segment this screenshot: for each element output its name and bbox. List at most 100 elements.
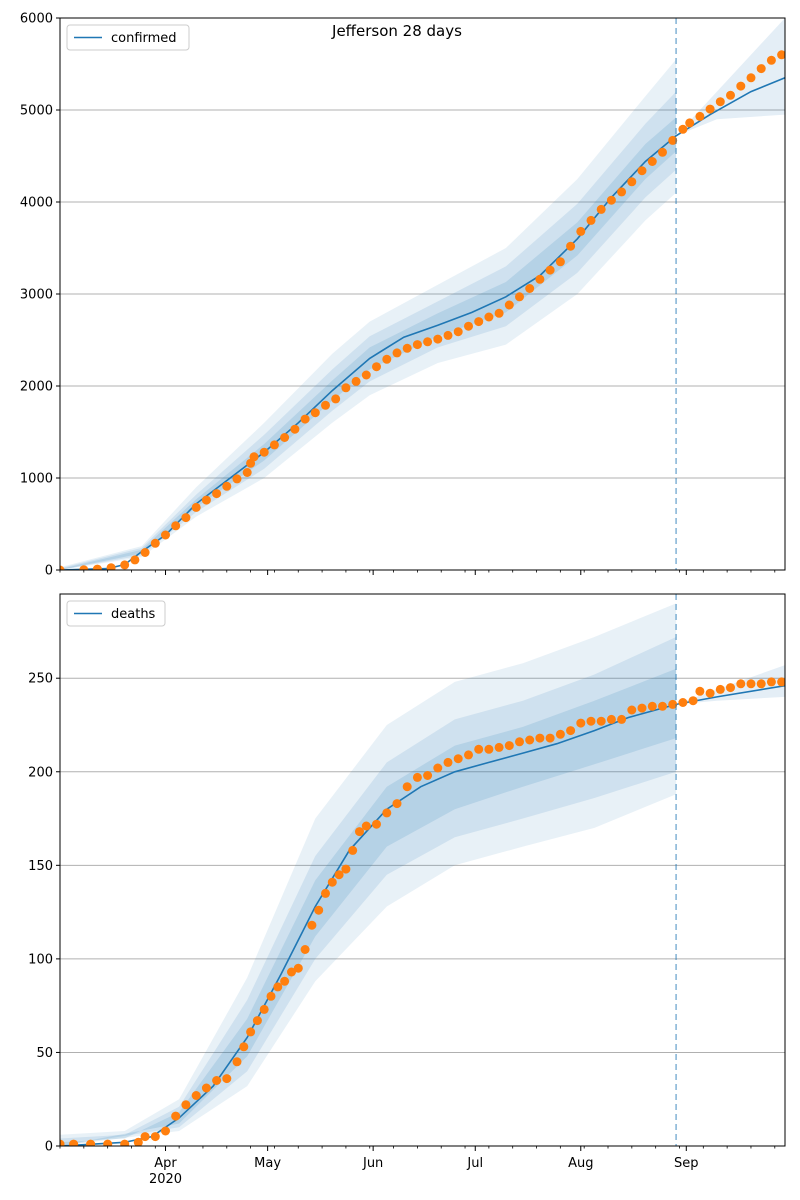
observed-point [140, 1132, 150, 1142]
uncertainty-band-middle [60, 637, 677, 1146]
observed-point [307, 920, 317, 930]
observed-point [269, 440, 279, 450]
observed-point [627, 177, 637, 187]
observed-point [106, 563, 116, 570]
plot-frame [59, 593, 786, 1147]
observed-point [433, 763, 443, 773]
observed-point [606, 195, 616, 205]
legend-box [66, 600, 166, 627]
observed-point [171, 521, 181, 531]
observed-point [259, 1004, 269, 1014]
observed-point [766, 677, 776, 687]
observed-point [726, 683, 735, 693]
observed-point [92, 564, 102, 570]
observed-point [535, 733, 545, 743]
x-tick-label: May [254, 1156, 281, 1171]
observed-point [474, 317, 484, 327]
observed-point [161, 530, 170, 540]
observed-point [351, 376, 361, 386]
observed-point [453, 754, 463, 764]
observed-point [327, 877, 337, 887]
observed-point [617, 714, 627, 724]
observed-point [348, 845, 358, 855]
observed-point [259, 447, 269, 457]
observed-point [688, 696, 698, 706]
observed-point [515, 292, 524, 302]
observed-point [423, 337, 433, 347]
observed-point [484, 312, 494, 322]
observed-point [382, 354, 392, 364]
observed-point [777, 677, 785, 687]
observed-point [181, 1100, 191, 1110]
observed-point [86, 1139, 96, 1146]
observed-point [280, 976, 290, 986]
y-tick-label: 50 [36, 1046, 53, 1061]
observed-point [443, 757, 453, 767]
observed-point [246, 1027, 256, 1037]
observed-point [242, 468, 252, 477]
observed-point [252, 1016, 262, 1026]
observed-point [382, 808, 392, 818]
observed-point [566, 726, 576, 736]
observed-point [60, 565, 65, 570]
observed-point [464, 750, 473, 760]
plot-area [60, 18, 785, 570]
observed-point [79, 565, 89, 570]
observed-point [69, 1139, 79, 1146]
observed-point [504, 300, 514, 310]
observed-point [280, 433, 290, 442]
observed-point [191, 502, 201, 512]
observed-point [494, 308, 504, 318]
observed-point [555, 257, 565, 267]
observed-point [525, 284, 535, 293]
observed-point [321, 888, 330, 898]
observed-point [392, 799, 402, 809]
observed-point [249, 452, 259, 462]
observed-point [566, 241, 576, 251]
observed-point [453, 327, 463, 337]
observed-point [715, 684, 725, 694]
observed-point [668, 135, 678, 145]
observed-point [300, 414, 310, 424]
y-tick-label: 4000 [20, 196, 53, 211]
observed-point [150, 538, 160, 548]
observed-point [736, 81, 746, 91]
observed-point [715, 97, 725, 107]
observed-point [423, 771, 433, 780]
y-tick-label: 0 [45, 564, 53, 579]
y-tick-label: 100 [28, 952, 53, 967]
model-line [60, 684, 785, 1146]
observed-point [555, 729, 565, 739]
observed-point [273, 982, 283, 992]
legend: deaths [66, 600, 166, 627]
observed-point [321, 400, 330, 410]
observed-point [300, 945, 310, 954]
observed-point [402, 343, 412, 353]
observed-point [545, 733, 555, 743]
observed-point [103, 1139, 113, 1146]
observed-point [130, 555, 140, 565]
observed-point [392, 348, 402, 358]
observed-point [464, 321, 473, 331]
observed-point [361, 370, 371, 380]
observed-point [212, 1076, 222, 1085]
x-tick-sublabel: 2020 [149, 1172, 182, 1187]
x-tick-label: Aug [568, 1156, 593, 1171]
observed-point [515, 737, 524, 747]
observed-point [239, 1042, 249, 1052]
y-tick-label: 6000 [20, 12, 53, 27]
legend-label: confirmed [111, 31, 177, 46]
x-tick-label: Apr [154, 1156, 177, 1171]
legend-label: deaths [111, 607, 156, 622]
observed-point [586, 716, 596, 726]
observed-point [647, 701, 657, 711]
plot-area [60, 603, 785, 1146]
observed-point [287, 967, 296, 977]
observed-point [746, 73, 756, 83]
observed-point [310, 408, 320, 418]
observed-point [334, 870, 344, 880]
observed-point [266, 991, 276, 1001]
observed-point [212, 489, 222, 499]
